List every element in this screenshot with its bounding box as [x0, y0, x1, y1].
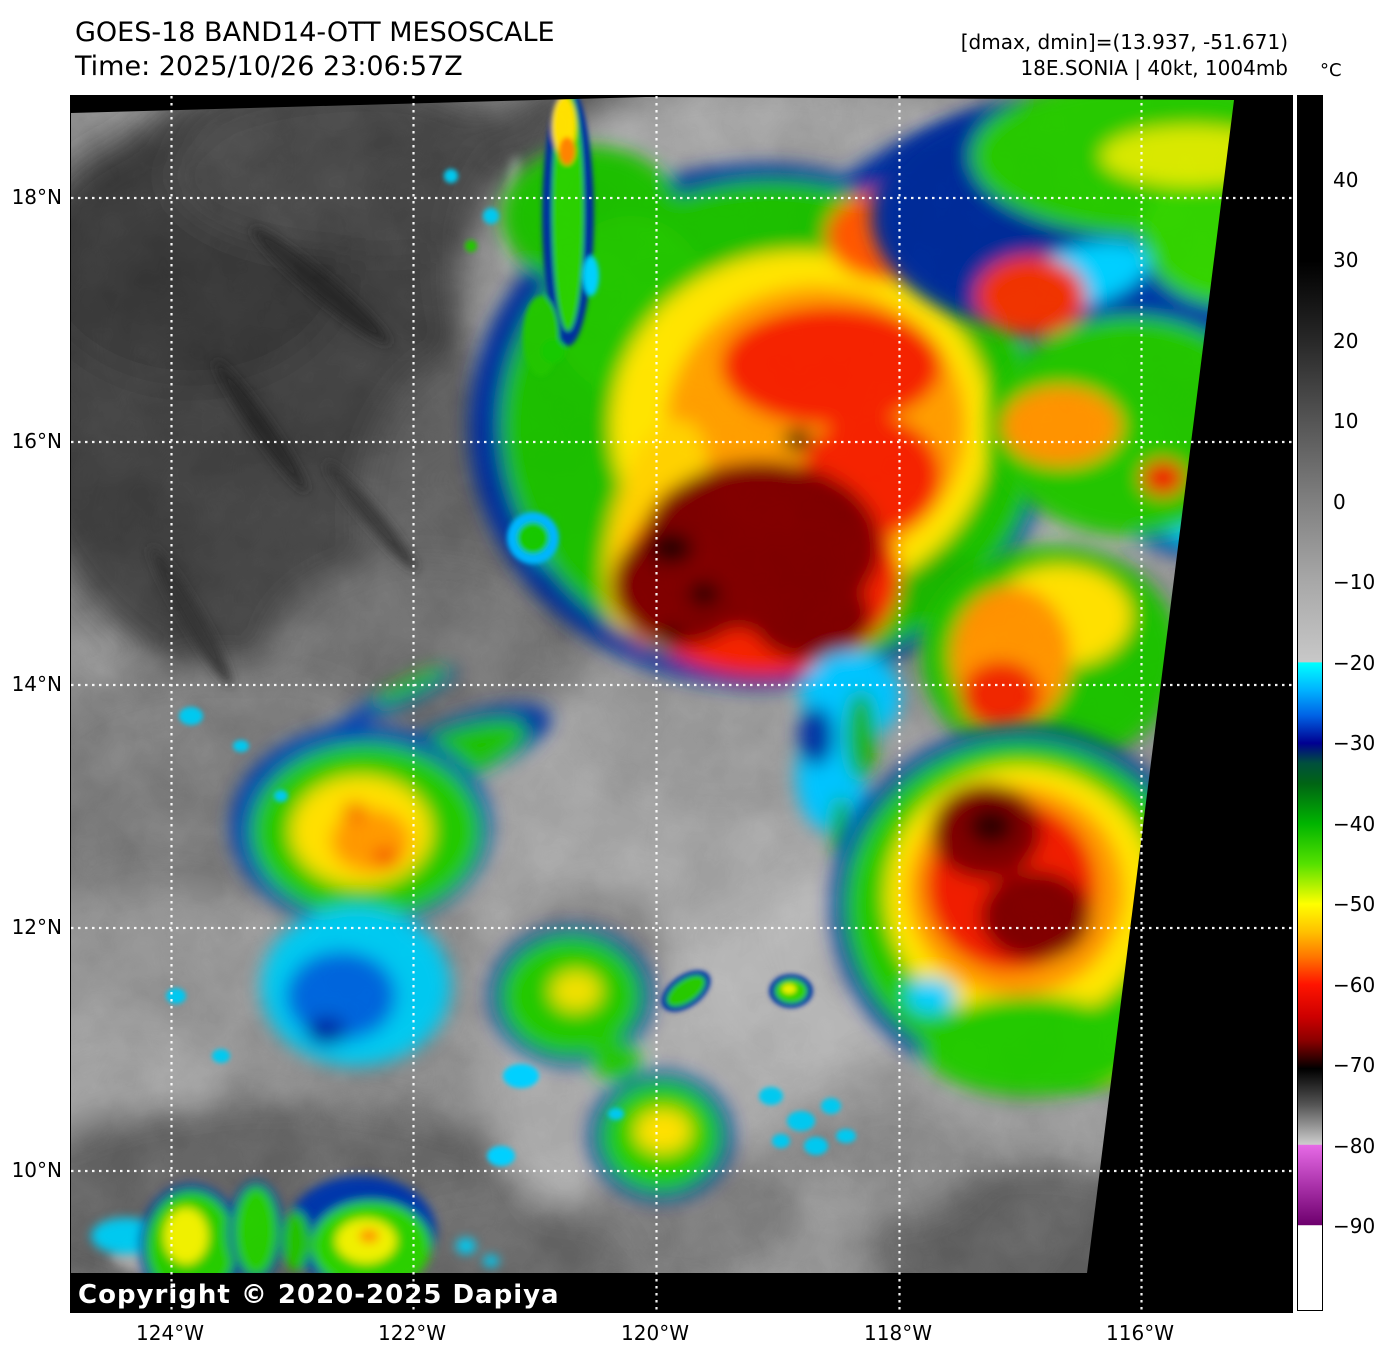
colorbar-tick-label: 10	[1333, 409, 1359, 434]
lon-label: 122°W	[378, 1321, 446, 1345]
colorbar-tick-label: −70	[1333, 1053, 1376, 1078]
lat-label: 12°N	[11, 915, 62, 939]
colorbar-tick-label: 0	[1333, 489, 1346, 514]
colorbar-unit-label: °C	[1320, 60, 1342, 81]
colorbar-tick-label: −20	[1333, 650, 1376, 675]
colorbar-tick-label: −40	[1333, 811, 1376, 836]
lat-label: 16°N	[11, 429, 62, 453]
lon-label: 124°W	[136, 1321, 204, 1345]
colorbar-tick-label: −10	[1333, 570, 1376, 595]
lat-label: 14°N	[11, 672, 62, 696]
graticule	[71, 96, 1292, 1312]
colorbar	[1297, 95, 1323, 1311]
satellite-map-frame: Copyright © 2020-2025 Dapiya	[70, 95, 1293, 1313]
lat-label: 10°N	[11, 1158, 62, 1182]
colorbar-tick-label: −30	[1333, 731, 1376, 756]
satellite-image	[71, 96, 1292, 1312]
colorbar-tick-label: 30	[1333, 248, 1359, 273]
colorbar-tick-label: −50	[1333, 892, 1376, 917]
storm-info: 18E.SONIA | 40kt, 1004mb	[1020, 56, 1288, 80]
page-title: GOES-18 BAND14-OTT MESOSCALE	[75, 17, 555, 48]
lat-label: 18°N	[11, 185, 62, 209]
lon-label: 116°W	[1106, 1321, 1174, 1345]
colorbar-tick-label: 20	[1333, 328, 1359, 353]
colorbar-tick-label: −60	[1333, 972, 1376, 997]
lon-label: 120°W	[621, 1321, 689, 1345]
dmax-dmin-readout: [dmax, dmin]=(13.937, -51.671)	[960, 30, 1288, 54]
lon-label: 118°W	[864, 1321, 932, 1345]
copyright-watermark: Copyright © 2020-2025 Dapiya	[78, 1280, 560, 1310]
colorbar-tick-label: −90	[1333, 1214, 1376, 1239]
timestamp: Time: 2025/10/26 23:06:57Z	[75, 51, 463, 82]
colorbar-tick-label: −80	[1333, 1133, 1376, 1158]
colorbar-tick-label: 40	[1333, 167, 1359, 192]
